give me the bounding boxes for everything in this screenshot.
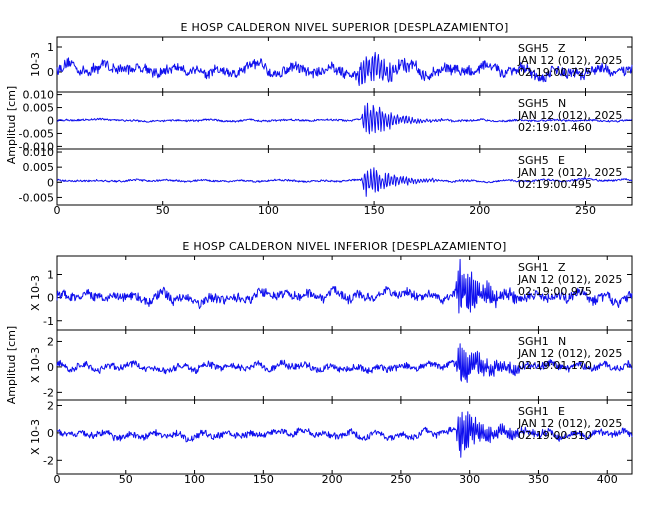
- panel-title: E HOSP CALDERON NIVEL INFERIOR [DESPLAZA…: [182, 240, 506, 253]
- y-tick-label: -0.005: [19, 191, 54, 204]
- component-label: N: [558, 97, 566, 110]
- x-tick-label: 100: [258, 204, 279, 217]
- y-tick-label: 0.005: [23, 161, 55, 174]
- y-tick-label: 0: [47, 115, 54, 128]
- y-axis-label: Amplitud [cm]: [5, 86, 18, 164]
- station-label: SGH1: [518, 335, 549, 348]
- y-tick-label: 0: [47, 361, 54, 374]
- time-label: 02:19:00.975: [518, 285, 592, 298]
- y-tick-label: 2: [47, 399, 54, 412]
- seismic-trace: [56, 258, 633, 314]
- y-tick-label: -2: [43, 454, 54, 467]
- seismic-trace: [56, 102, 633, 135]
- trace-panel-sgh1-e: [56, 399, 633, 475]
- component-label: Z: [558, 42, 566, 55]
- x-tick-label: 400: [597, 473, 618, 486]
- time-label: 02:19:00.495: [518, 178, 592, 191]
- y-tick-label: 0: [47, 176, 54, 189]
- station-label: SGH1: [518, 405, 549, 418]
- station-label: SGH1: [518, 261, 549, 274]
- x-tick-label: 250: [575, 204, 596, 217]
- x-tick-label: 150: [253, 473, 274, 486]
- x-tick-label: 200: [322, 473, 343, 486]
- y-tick-label: -1: [43, 315, 54, 328]
- seismic-trace: [56, 343, 633, 383]
- y-tick-label: 0.010: [23, 146, 55, 159]
- x-tick-label: 0: [54, 204, 61, 217]
- time-label: 02:19:01.170: [518, 359, 592, 372]
- station-label: SGH5: [518, 42, 549, 55]
- panel-frame: [56, 148, 633, 206]
- y-tick-label: 1: [47, 269, 54, 282]
- y-axis-label: Amplitud [cm]: [5, 326, 18, 404]
- y-tick-label: 2: [47, 335, 54, 348]
- x-tick-label: 0: [54, 473, 61, 486]
- x-tick-label: 200: [469, 204, 490, 217]
- component-label: N: [558, 335, 566, 348]
- component-label: E: [558, 154, 565, 167]
- date-label: JAN 12 (012), 2025: [517, 166, 622, 179]
- scale-label: X 10-3: [29, 275, 42, 311]
- time-label: 02:19:01.460: [518, 121, 592, 134]
- y-tick-label: 0: [47, 292, 54, 305]
- trace-panel-sgh5-e: [56, 148, 633, 206]
- y-tick-label: 1: [47, 41, 54, 54]
- seismic-trace: [56, 411, 633, 458]
- station-label: SGH5: [518, 97, 549, 110]
- scale-label: 10-3: [29, 52, 42, 77]
- y-tick-label: -0.010: [19, 140, 54, 153]
- y-tick-label: -2: [43, 386, 54, 399]
- scale-label: X 10-3: [29, 347, 42, 383]
- y-tick-label: 0.005: [23, 102, 55, 115]
- x-tick-label: 300: [459, 473, 480, 486]
- date-label: JAN 12 (012), 2025: [517, 109, 622, 122]
- component-label: Z: [558, 261, 566, 274]
- y-tick-label: 0: [47, 66, 54, 79]
- x-tick-label: 250: [390, 473, 411, 486]
- scale-label: X 10-3: [29, 419, 42, 455]
- date-label: JAN 12 (012), 2025: [517, 273, 622, 286]
- y-tick-label: -0.005: [19, 127, 54, 140]
- component-label: E: [558, 405, 565, 418]
- time-label: 02:19:00.725: [518, 66, 592, 79]
- date-label: JAN 12 (012), 2025: [517, 347, 622, 360]
- date-label: JAN 12 (012), 2025: [517, 54, 622, 67]
- y-tick-label: 0.010: [23, 89, 55, 102]
- time-label: 02:19:00.310: [518, 429, 592, 442]
- x-tick-label: 50: [119, 473, 133, 486]
- station-label: SGH5: [518, 154, 549, 167]
- x-tick-label: 350: [528, 473, 549, 486]
- x-tick-label: 100: [184, 473, 205, 486]
- x-tick-label: 50: [156, 204, 170, 217]
- seismic-trace: [56, 51, 633, 86]
- y-tick-label: 0: [47, 427, 54, 440]
- panel-title: E HOSP CALDERON NIVEL SUPERIOR [DESPLAZA…: [180, 21, 508, 34]
- x-tick-label: 150: [364, 204, 385, 217]
- date-label: JAN 12 (012), 2025: [517, 417, 622, 430]
- seismic-trace: [56, 167, 633, 197]
